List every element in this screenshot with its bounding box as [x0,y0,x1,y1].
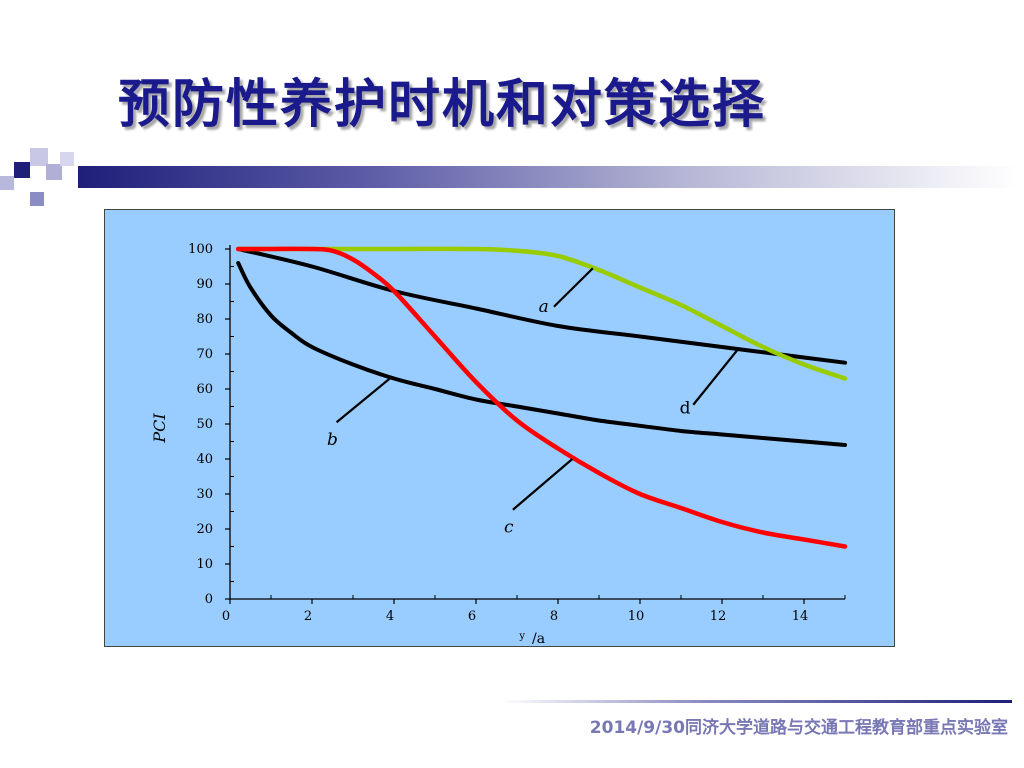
series-line-a [235,246,848,381]
curve-label-d: d [680,399,691,419]
series-line-c [235,246,848,549]
curve-label-c: c [504,518,514,538]
y-tick-label: 80 [196,312,213,327]
leader-line-a [553,267,594,308]
y-tick-label: 70 [196,347,213,362]
x-tick-label: 0 [222,609,230,624]
curve-label-a: a [539,297,549,317]
x-axis-label-superscript: y [518,631,525,642]
pci-chart: 0 10 20 30 40 50 60 70 80 90 100 0 2 4 6 8 10 12 14 PCI y/a a… [150,242,848,647]
y-tick-label: 10 [196,557,213,572]
x-tick-label: 8 [550,609,558,624]
slide-title: 预防性养护时机和对策选择 [118,75,767,135]
y-tick-label: 0 [205,592,213,607]
leader-line-c [512,458,574,511]
x-tick-label: 12 [710,609,727,624]
title-underline-band [78,166,1018,188]
x-axis-label: /a [532,631,545,647]
y-tick-label: 60 [196,382,213,397]
chart-panel: 0 10 20 30 40 50 60 70 80 90 100 0 2 4 6 8 10 12 14 PCI y/a a… [104,209,895,647]
curve-label-b: b [327,430,338,450]
x-tick-label: 2 [304,609,312,624]
y-tick-label: 90 [196,277,213,292]
x-tick-label: 14 [792,609,809,624]
y-tick-label: 100 [188,242,213,257]
x-tick-label: 6 [468,609,476,624]
leader-line-d [692,348,740,406]
footer-text: 2014/9/30同济大学道路与交通工程教育部重点实验室 [589,718,1008,738]
decorative-squares [0,148,80,218]
x-tick-label: 10 [628,609,645,624]
series-line-d [236,247,847,365]
y-tick-label: 20 [196,522,213,537]
x-tick-label: 4 [386,609,394,624]
y-tick-label: 30 [196,487,213,502]
y-tick-label: 50 [196,417,213,432]
y-axis-label: PCI [150,413,169,444]
series-line-b [236,261,847,447]
footer-divider [500,700,1012,703]
y-tick-label: 40 [196,452,213,467]
leader-line-b [335,375,393,424]
